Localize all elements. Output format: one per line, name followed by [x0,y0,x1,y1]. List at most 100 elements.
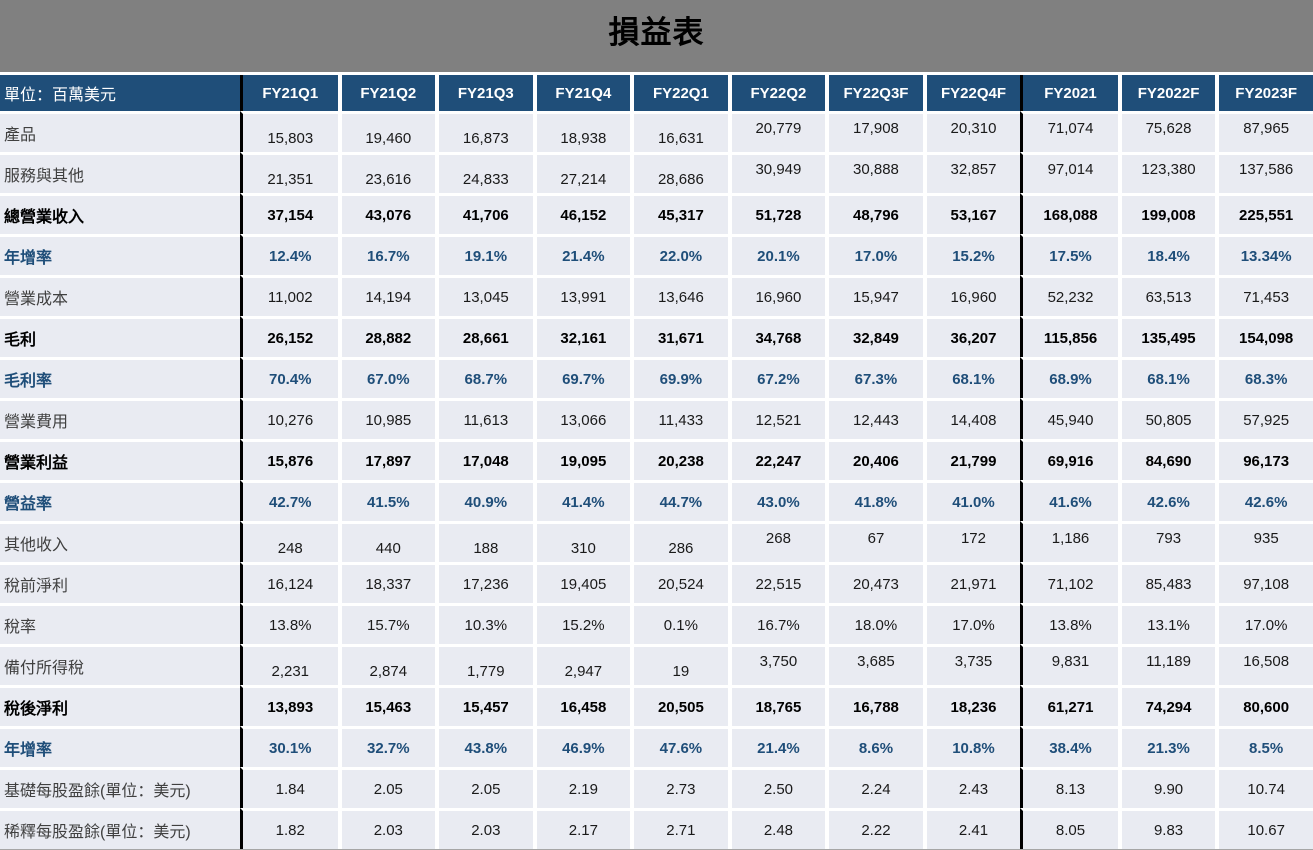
cell: 19.1% [435,234,533,275]
cell: 47.6% [630,726,728,767]
cell: 123,380 [1117,152,1216,193]
cell: 32,849 [825,316,923,357]
cell: 97,108 [1215,562,1313,603]
cell: 9,831 [1020,644,1118,685]
cell: 53,167 [922,193,1021,234]
cell: 37,154 [240,193,338,234]
cell: 43,076 [337,193,436,234]
table-row: 總營業收入 37,154 43,076 41,706 46,152 45,317 51,72… [0,193,1313,234]
cell: 2.43 [922,767,1021,808]
column-header-fy2022f: FY2022F [1117,75,1216,111]
cell: 172 [922,521,1021,562]
cell: 20,406 [825,439,923,480]
cell: 9.83 [1117,808,1216,849]
cell: 16,788 [825,685,923,726]
row-label: 營業費用 [0,398,240,439]
row-label: 年增率 [0,234,240,275]
cell: 12,443 [825,398,923,439]
cell: 2.24 [825,767,923,808]
row-label: 總營業收入 [0,193,240,234]
cell: 17.5% [1020,234,1118,275]
cell: 52,232 [1020,275,1118,316]
table-row: 營業成本 11,002 14,194 13,045 13,991 13,646 16,960… [0,275,1313,316]
cell: 2,947 [532,644,631,685]
cell: 20,473 [825,562,923,603]
cell: 67 [825,521,923,562]
table-row: 稅後淨利 13,893 15,463 15,457 16,458 20,505 18,765… [0,685,1313,726]
row-label: 產品 [0,111,240,152]
cell: 225,551 [1215,193,1313,234]
column-header-fy22q4f: FY22Q4F [922,75,1021,111]
cell: 793 [1117,521,1216,562]
cell: 10,276 [240,398,338,439]
cell: 27,214 [532,152,631,193]
cell: 71,102 [1020,562,1118,603]
cell: 3,685 [825,644,923,685]
cell: 2.05 [337,767,436,808]
column-header-fy21q1: FY21Q1 [240,75,338,111]
cell: 12.4% [240,234,338,275]
cell: 15.2% [532,603,631,644]
cell: 69,916 [1020,439,1118,480]
cell: 2,874 [337,644,436,685]
cell: 18.4% [1117,234,1216,275]
cell: 2.05 [435,767,533,808]
cell: 310 [532,521,631,562]
cell: 10,985 [337,398,436,439]
unit-label: 單位：百萬美元 [0,75,240,111]
cell: 18.0% [825,603,923,644]
cell: 71,453 [1215,275,1313,316]
cell: 2,231 [240,644,338,685]
cell: 20,779 [727,111,826,152]
cell: 10.67 [1215,808,1313,849]
cell: 67.0% [337,357,436,398]
cell: 17,048 [435,439,533,480]
cell: 11,189 [1117,644,1216,685]
cell: 8.13 [1020,767,1118,808]
cell: 31,671 [630,316,728,357]
cell: 51,728 [727,193,826,234]
cell: 21,351 [240,152,338,193]
cell: 20,505 [630,685,728,726]
cell: 85,483 [1117,562,1216,603]
cell: 8.6% [825,726,923,767]
table-row: 稅前淨利 16,124 18,337 17,236 19,405 20,524 22,515… [0,562,1313,603]
cell: 10.8% [922,726,1021,767]
row-label: 稅後淨利 [0,685,240,726]
cell: 1,779 [435,644,533,685]
row-label: 營業利益 [0,439,240,480]
cell: 440 [337,521,436,562]
cell: 16,458 [532,685,631,726]
cell: 16,960 [727,275,826,316]
cell: 44.7% [630,480,728,521]
table-row: 年增率 30.1% 32.7% 43.8% 46.9% 47.6% 21.4% 8.6% 10.… [0,726,1313,767]
cell: 42.6% [1215,480,1313,521]
cell: 18,765 [727,685,826,726]
cell: 2.22 [825,808,923,849]
cell: 1.84 [240,767,338,808]
column-header-fy21q4: FY21Q4 [532,75,631,111]
cell: 2.03 [337,808,436,849]
column-header-fy22q3f: FY22Q3F [825,75,923,111]
cell: 14,194 [337,275,436,316]
cell: 2.48 [727,808,826,849]
row-label: 稅率 [0,603,240,644]
table-row: 毛利 26,152 28,882 28,661 32,161 31,671 34,768 32… [0,316,1313,357]
table-row: 備付所得稅 2,231 2,874 1,779 2,947 19 3,750 3,685 3,7… [0,644,1313,685]
table-body: 產品 15,803 19,460 16,873 18,938 16,631 20,779 17… [0,111,1313,849]
cell: 16,124 [240,562,338,603]
cell: 80,600 [1215,685,1313,726]
cell: 13,991 [532,275,631,316]
cell: 17.0% [825,234,923,275]
cell: 8.5% [1215,726,1313,767]
column-header-fy21q2: FY21Q2 [337,75,436,111]
table-row: 稀釋每股盈餘(單位：美元) 1.82 2.03 2.03 2.17 2.71 2.48 2.2… [0,808,1313,849]
cell: 168,088 [1020,193,1118,234]
cell: 84,690 [1117,439,1216,480]
cell: 40.9% [435,480,533,521]
cell: 23,616 [337,152,436,193]
cell: 41.5% [337,480,436,521]
cell: 15,457 [435,685,533,726]
cell: 14,408 [922,398,1021,439]
title-band: 損益表 [0,0,1313,72]
